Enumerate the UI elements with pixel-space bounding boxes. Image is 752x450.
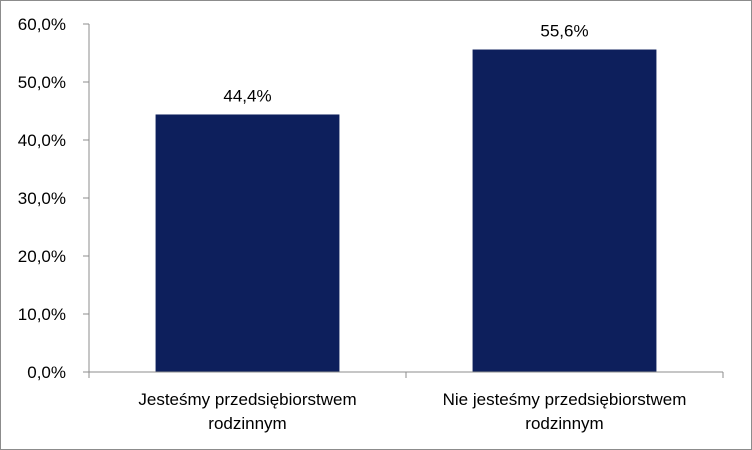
y-axis: 0,0% 10,0% 20,0% 30,0% 40,0% 50,0% 60,0% <box>18 15 90 382</box>
x-category-label: rodzinnym <box>525 414 603 433</box>
x-category-label: Jesteśmy przedsiębiorstwem <box>138 390 356 409</box>
bars <box>155 49 657 373</box>
x-axis: Jesteśmy przedsiębiorstwem rodzinnym Nie j… <box>88 371 724 433</box>
y-tick-label: 60,0% <box>18 15 66 34</box>
x-category-label: Nie jesteśmy przedsiębiorstwem <box>443 390 687 409</box>
x-category-label: rodzinnym <box>208 414 286 433</box>
data-labels: 44,4% 55,6% <box>223 22 588 106</box>
y-tick-label: 50,0% <box>18 73 66 92</box>
y-tick-label: 40,0% <box>18 131 66 150</box>
bar <box>472 49 657 373</box>
y-tick-label: 10,0% <box>18 305 66 324</box>
y-tick-label: 0,0% <box>27 363 66 382</box>
bar <box>155 114 340 372</box>
bar-value-label: 55,6% <box>540 22 588 41</box>
bar-value-label: 44,4% <box>223 86 271 105</box>
y-tick-label: 20,0% <box>18 247 66 266</box>
y-tick-label: 30,0% <box>18 189 66 208</box>
